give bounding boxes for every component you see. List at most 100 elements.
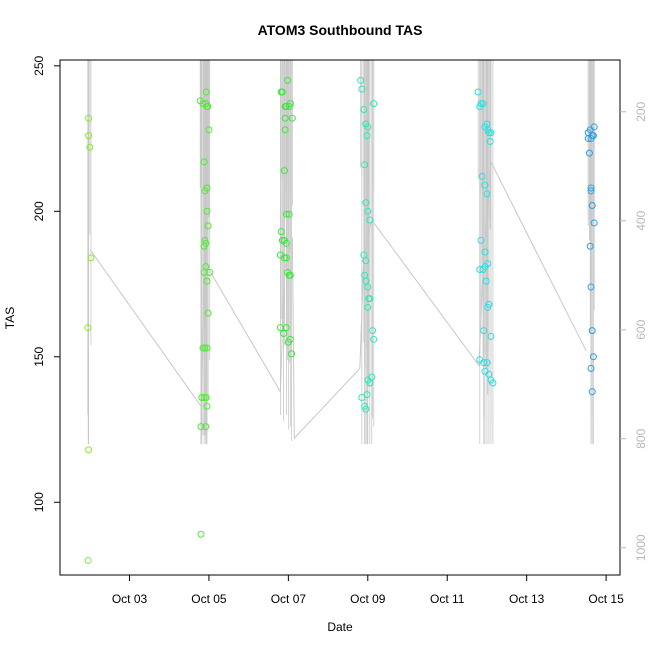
data-point — [590, 219, 598, 227]
data-point — [202, 394, 210, 402]
data-point — [282, 239, 290, 247]
data-point — [288, 114, 296, 122]
data-point — [281, 114, 289, 122]
data-point — [487, 129, 495, 137]
data-point — [285, 210, 293, 218]
data-point — [282, 324, 290, 332]
data-point — [200, 242, 208, 250]
data-point — [364, 283, 372, 291]
x-axis-label: Date — [327, 620, 353, 634]
data-point — [202, 423, 210, 431]
data-point — [199, 344, 207, 352]
data-point — [200, 394, 208, 402]
data-point — [480, 359, 488, 367]
data-point — [85, 132, 93, 140]
data-point — [286, 335, 294, 343]
data-point — [589, 132, 597, 140]
x-tick-label: Oct 05 — [191, 592, 227, 606]
data-point — [587, 187, 595, 195]
data-points — [84, 76, 598, 564]
data-point — [201, 187, 209, 195]
x-axis: Oct 03 Oct 05 Oct 07 Oct 09 Oct 11 Oct 13 Oct … — [112, 575, 624, 606]
data-point — [369, 327, 377, 335]
data-point — [197, 530, 205, 538]
right-tick-label: 200 — [634, 101, 648, 121]
data-point — [370, 335, 378, 343]
data-point — [202, 88, 210, 96]
data-point — [485, 129, 493, 137]
data-point — [364, 207, 372, 215]
y-tick-label: 250 — [32, 55, 46, 75]
data-point — [357, 76, 365, 84]
data-point — [486, 137, 494, 145]
data-point — [362, 257, 370, 265]
right-tick-label: 600 — [634, 319, 648, 339]
data-point — [483, 359, 491, 367]
data-point — [489, 379, 497, 387]
x-tick-label: Oct 07 — [271, 592, 307, 606]
data-point — [203, 277, 211, 285]
data-point — [282, 254, 290, 262]
right-tick-label: 400 — [634, 210, 648, 230]
data-point — [198, 394, 206, 402]
x-tick-label: Oct 11 — [430, 592, 465, 606]
data-point — [481, 263, 489, 271]
data-point — [362, 405, 370, 413]
data-point — [587, 184, 595, 192]
data-point — [584, 135, 592, 143]
data-point — [476, 265, 484, 273]
data-point — [282, 210, 290, 218]
data-point — [200, 158, 208, 166]
plot-frame — [59, 59, 621, 576]
data-point — [587, 283, 595, 291]
x-tick-label: Oct 13 — [509, 592, 545, 606]
data-point — [588, 201, 596, 209]
data-point — [84, 324, 92, 332]
data-point — [481, 248, 489, 256]
data-point — [587, 364, 595, 372]
data-point — [481, 181, 489, 189]
data-point — [585, 149, 593, 157]
data-point — [205, 126, 213, 134]
data-point — [478, 172, 486, 180]
right-tick-label: 1000 — [634, 534, 648, 561]
data-point — [281, 126, 289, 134]
data-point — [85, 114, 93, 122]
data-point — [482, 277, 490, 285]
data-point — [477, 100, 485, 108]
data-point — [484, 303, 492, 311]
data-point — [280, 330, 288, 338]
data-point — [364, 123, 372, 131]
trace-lines — [87, 60, 595, 445]
data-point — [197, 423, 205, 431]
data-point — [588, 327, 596, 335]
data-point — [477, 236, 485, 244]
data-point — [358, 85, 366, 93]
data-point — [366, 295, 374, 303]
right-axis: 200 400 600 800 1000 — [620, 101, 648, 561]
data-point — [84, 556, 92, 564]
data-point — [366, 216, 374, 224]
data-point — [280, 254, 288, 262]
data-point — [358, 394, 366, 402]
x-tick-label: Oct 09 — [350, 592, 386, 606]
data-point — [363, 132, 371, 140]
data-point — [362, 199, 370, 207]
data-point — [361, 161, 369, 169]
right-tick-label: 800 — [634, 428, 648, 448]
data-point — [483, 190, 491, 198]
data-point — [479, 100, 487, 108]
data-point — [480, 327, 488, 335]
data-point — [288, 350, 296, 358]
y-axis-label: TAS — [3, 307, 17, 329]
data-point — [368, 373, 376, 381]
data-point — [203, 344, 211, 352]
data-point — [204, 222, 212, 230]
data-point — [86, 143, 94, 151]
data-point — [286, 271, 294, 279]
data-point — [588, 388, 596, 396]
data-point — [590, 123, 598, 131]
chart-title: ATOM3 Southbound TAS — [258, 22, 423, 38]
x-tick-label: Oct 03 — [112, 592, 148, 606]
data-point — [278, 88, 286, 96]
